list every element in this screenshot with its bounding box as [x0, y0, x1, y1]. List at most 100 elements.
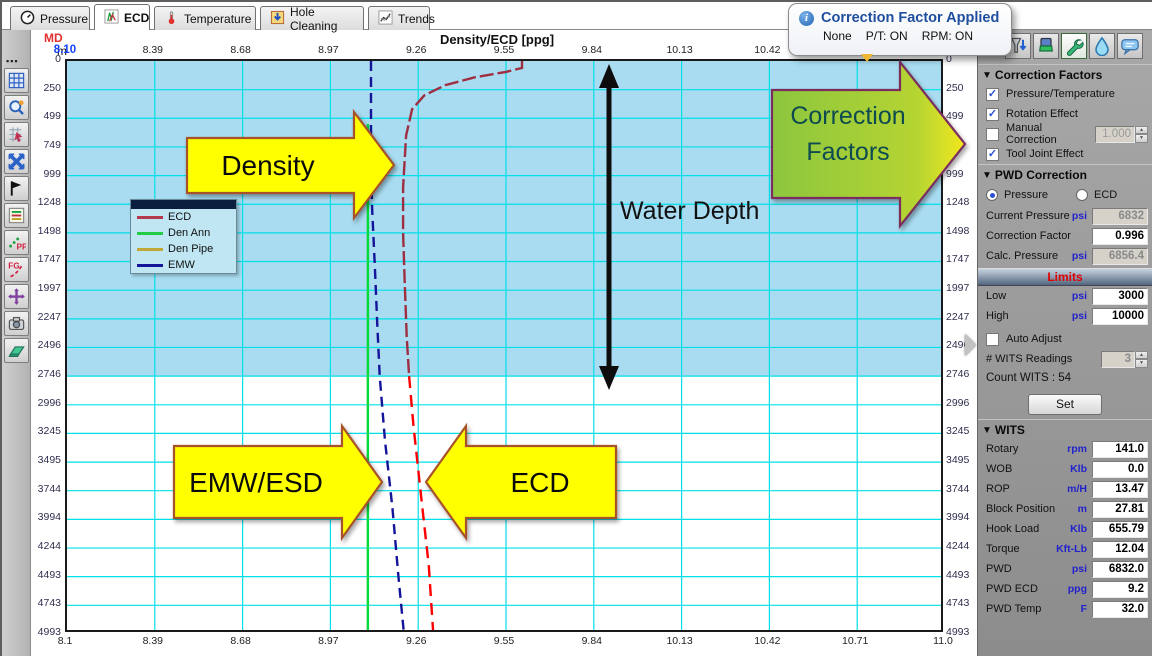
auto-adjust-checkbox[interactable] [986, 332, 999, 346]
x-tick-bottom: 11.0 [933, 635, 953, 647]
section-header-wits[interactable]: ▼ WITS [978, 419, 1152, 439]
depth-tick-right: 1498 [946, 224, 970, 237]
radio-pressure[interactable] [986, 189, 998, 201]
fg-curve-icon[interactable]: FG [4, 257, 29, 282]
legend-item: EMW [131, 257, 236, 273]
section-header-correction-factors[interactable]: ▼ Correction Factors [978, 64, 1152, 84]
chart-pointer-icon[interactable] [4, 122, 29, 147]
depth-tick-left: 1747 [37, 253, 61, 266]
legend-lines-icon[interactable] [4, 203, 29, 228]
legend-swatch-den-ann [137, 231, 163, 235]
field-value[interactable]: 3000 [1092, 287, 1148, 305]
droplet-icon[interactable] [1089, 33, 1115, 59]
pp-scatter-icon[interactable]: PP [4, 230, 29, 255]
depth-tick-right: 2496 [946, 339, 970, 352]
field-value[interactable]: 9.2 [1092, 580, 1148, 598]
thermometer-icon [164, 10, 179, 28]
tab-pressure[interactable]: Pressure [10, 6, 90, 30]
panel-splitter-arrow-icon[interactable] [965, 334, 976, 356]
depth-tick-left: 3744 [37, 482, 61, 495]
series-emw [369, 61, 405, 630]
x-tick-bottom: 8.1 [57, 635, 73, 647]
field-value[interactable]: 0.996 [1092, 227, 1148, 245]
field-value[interactable]: 12.04 [1092, 540, 1148, 558]
pwd-row-correction-factor: Correction Factor 0.996 [978, 226, 1152, 246]
grip-dots-icon[interactable]: ▪▪▪ [6, 56, 19, 66]
field-unit: ppg [1067, 583, 1087, 595]
field-label: Calc. Pressure [986, 250, 1059, 262]
field-value[interactable]: 10000 [1092, 307, 1148, 325]
legend-item: Den Pipe [131, 241, 236, 257]
move-icon[interactable] [4, 284, 29, 309]
depth-tick-left: 499 [43, 110, 61, 123]
x-tick-top: 10.13 [666, 44, 693, 56]
field-unit: Klb [1070, 523, 1087, 535]
tab-ecd[interactable]: ECD [94, 4, 150, 30]
depth-tick-left: 749 [43, 138, 61, 151]
camera-icon[interactable] [4, 311, 29, 336]
collapse-arrow-icon: ▼ [982, 424, 992, 436]
checkbox-label: Manual Correction [1006, 122, 1057, 146]
legend-label: Den Pipe [168, 243, 214, 255]
chat-icon[interactable] [1117, 33, 1143, 59]
expand-arrows-icon[interactable] [4, 149, 29, 174]
gauge-icon [20, 10, 35, 28]
grid-icon[interactable] [4, 68, 29, 93]
field-value[interactable]: 13.47 [1092, 480, 1148, 498]
field-value[interactable]: 6856.4 [1092, 247, 1148, 265]
field-label: PWD ECD [986, 583, 1038, 595]
tab-trends[interactable]: Trends [368, 6, 435, 30]
brush-icon[interactable] [1033, 33, 1059, 59]
set-button[interactable]: Set [1028, 394, 1102, 415]
field-value[interactable]: 0.0 [1092, 460, 1148, 478]
series-ecd-upper [401, 61, 524, 377]
wits-readings-label: # WITS Readings [986, 353, 1073, 365]
field-value[interactable]: 27.81 [1092, 500, 1148, 518]
field-value[interactable]: 32.0 [1092, 600, 1148, 618]
depth-tick-right: 1747 [946, 253, 970, 266]
tab-hole-cleaning[interactable]: Hole Cleaning [260, 4, 364, 33]
checkbox-row-pressure-temperature: ✓ Pressure/Temperature [978, 84, 1152, 104]
legend-title-bar [131, 200, 236, 209]
manual-correction-spinner[interactable]: ▲ ▼ [1135, 125, 1148, 143]
legend-label: EMW [168, 259, 195, 271]
checkbox[interactable]: ✓ [986, 107, 999, 121]
depth-tick-left: 3245 [37, 425, 61, 438]
checkbox[interactable]: ✓ [986, 87, 999, 101]
depth-tick-right: 4244 [946, 540, 970, 553]
trends-icon [378, 9, 393, 28]
checkbox[interactable] [986, 127, 999, 141]
field-label: ROP [986, 483, 1010, 495]
tab-label: Trends [398, 11, 435, 26]
field-value[interactable]: 141.0 [1092, 440, 1148, 458]
checkbox-label: Rotation Effect [1006, 108, 1078, 120]
depth-tick-right: 3744 [946, 482, 970, 495]
wits-readings-spinner[interactable]: ▲ ▼ [1135, 350, 1148, 368]
depth-tick-right: 1248 [946, 196, 970, 209]
checkbox[interactable]: ✓ [986, 147, 999, 161]
wits-readings-field[interactable]: 3 [1101, 350, 1135, 368]
notebook-icon[interactable] [4, 338, 29, 363]
depth-unit-left: m [57, 44, 67, 58]
wrench-icon[interactable] [1061, 33, 1087, 59]
x-tick-bottom: 9.26 [405, 635, 427, 647]
field-unit: psi [1071, 250, 1087, 262]
field-value[interactable]: 655.79 [1092, 520, 1148, 538]
section-header-pwd-correction[interactable]: ▼ PWD Correction [978, 164, 1152, 184]
checkbox-row-rotation-effect: ✓ Rotation Effect [978, 104, 1152, 124]
field-value[interactable]: 6832.0 [1092, 560, 1148, 578]
tab-temperature[interactable]: Temperature [154, 6, 256, 30]
radio-ecd[interactable] [1076, 189, 1089, 201]
series-ecd-lower [407, 375, 435, 630]
zoom-icon[interactable] [4, 95, 29, 120]
tab-label: Pressure [40, 11, 89, 26]
field-value[interactable]: 6832 [1092, 207, 1148, 225]
flag-icon[interactable] [4, 176, 29, 201]
tab-label: Hole Cleaning [290, 4, 338, 33]
depth-tick-left: 0 [55, 53, 61, 65]
manual-correction-field[interactable]: 1.000 [1095, 125, 1135, 143]
depth-tick-left: 1248 [37, 196, 61, 209]
field-unit: F [1080, 603, 1087, 615]
wits-row-hook-load: Hook Load Klb 655.79 [978, 519, 1152, 539]
legend-item: ECD [131, 209, 236, 225]
